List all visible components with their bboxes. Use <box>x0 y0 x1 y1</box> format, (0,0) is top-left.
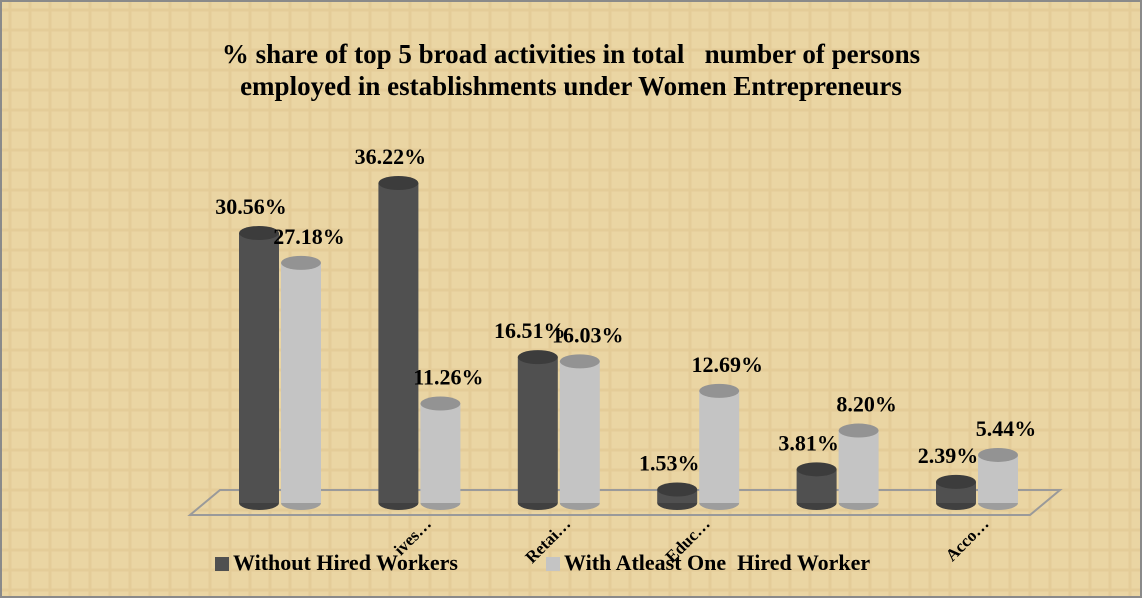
bar-cap <box>978 447 1018 462</box>
bar-cap <box>239 226 279 241</box>
legend-label: Without Hired Workers <box>233 550 458 575</box>
value-label: 36.22% <box>355 144 427 169</box>
bar-cap <box>281 255 321 270</box>
value-label: 3.81% <box>778 430 839 455</box>
legend-swatch <box>546 557 560 571</box>
legend-label: With Atleast One Hired Worker <box>564 550 870 575</box>
value-label: 2.39% <box>918 443 979 468</box>
bar-cap <box>420 396 461 411</box>
value-label: 8.20% <box>836 392 897 417</box>
chart-title-line: % share of top 5 broad activities in tot… <box>222 39 920 69</box>
bar-cap <box>517 350 558 365</box>
value-label: 11.26% <box>413 365 483 390</box>
legend-swatch <box>215 557 229 571</box>
floor <box>187 489 1063 516</box>
value-label: 12.69% <box>691 352 763 377</box>
value-label: 30.56% <box>215 194 287 219</box>
value-label: 16.51% <box>494 318 566 343</box>
bar <box>559 361 600 503</box>
bar-cap <box>378 176 419 190</box>
bar-cap <box>796 462 837 477</box>
bar <box>281 262 321 503</box>
bar <box>420 403 461 503</box>
bar-cap <box>699 383 740 398</box>
bar <box>378 183 419 503</box>
value-label: 27.18% <box>273 224 345 249</box>
value-label: 5.44% <box>976 416 1037 441</box>
bar <box>699 390 740 503</box>
bar <box>239 233 279 503</box>
bar-cap <box>936 474 976 489</box>
bar <box>978 454 1018 503</box>
bar <box>517 357 558 503</box>
bar-cap <box>657 482 698 497</box>
value-label: 16.03% <box>552 322 624 347</box>
bar-cap <box>559 354 600 369</box>
bar <box>838 430 879 503</box>
value-label: 1.53% <box>639 451 700 476</box>
chart-title-line: employed in establishments under Women E… <box>240 71 902 101</box>
bar-cap <box>838 423 879 438</box>
